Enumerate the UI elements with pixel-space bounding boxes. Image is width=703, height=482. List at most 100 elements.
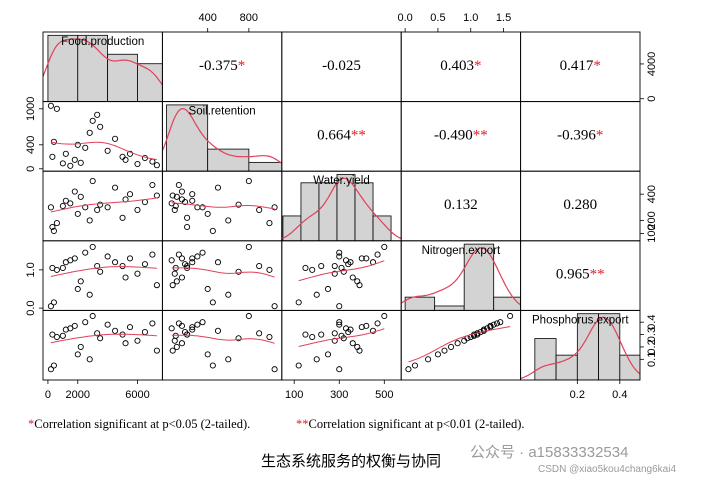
scatter-point bbox=[266, 220, 273, 227]
scatter-point bbox=[209, 299, 216, 306]
scatter-point bbox=[53, 105, 60, 112]
scatter-point bbox=[112, 135, 119, 142]
correlation-value: 0.965 bbox=[556, 267, 590, 283]
scatter-point bbox=[175, 251, 182, 258]
hist-bar bbox=[318, 182, 338, 241]
hist-bar bbox=[372, 215, 392, 241]
scatter-point bbox=[82, 319, 89, 326]
scatter-point bbox=[225, 291, 232, 298]
scatter-point bbox=[134, 206, 141, 213]
variable-label: Phosphorus.export bbox=[532, 314, 629, 326]
scatter-point bbox=[50, 362, 57, 369]
smooth-line bbox=[50, 333, 157, 344]
correlation-value: 0.664 bbox=[317, 128, 351, 144]
scatter-point bbox=[74, 351, 81, 358]
scatter-point bbox=[47, 204, 54, 211]
scatter-point bbox=[204, 351, 211, 358]
scatter-point bbox=[336, 366, 343, 373]
scatter-point bbox=[171, 206, 178, 213]
scatter-point bbox=[47, 102, 54, 109]
scatter-point bbox=[173, 343, 180, 350]
x-tick-label: 1.0 bbox=[463, 12, 478, 24]
x-tick-label: 0.5 bbox=[430, 12, 445, 24]
scatter-point bbox=[363, 255, 370, 262]
x-tick-label: 400 bbox=[199, 12, 217, 24]
scatter-point bbox=[266, 266, 273, 273]
footnote: **Correlation significant at p<0.01 (2-t… bbox=[296, 417, 525, 431]
smooth-line bbox=[298, 328, 385, 347]
y-tick-label: 1000 bbox=[25, 97, 37, 121]
smooth-line bbox=[171, 334, 275, 344]
scatter-point bbox=[104, 147, 111, 154]
scatter-point bbox=[194, 321, 201, 328]
scatter-point bbox=[122, 156, 129, 163]
scatter-point bbox=[172, 332, 179, 339]
scatter-point bbox=[302, 264, 309, 272]
scatter-point bbox=[141, 261, 148, 268]
panel bbox=[47, 177, 160, 235]
scatter-point bbox=[324, 351, 332, 358]
scatter-point bbox=[168, 325, 175, 332]
footnote-mark: * bbox=[28, 417, 34, 431]
scatter-point bbox=[62, 150, 69, 157]
x-tick-label: 2000 bbox=[66, 389, 90, 401]
footnote-text: Correlation significant at p<0.01 (2-tai… bbox=[309, 417, 525, 431]
hist-bar bbox=[166, 104, 209, 172]
scatter-point bbox=[62, 197, 69, 204]
scatter-point bbox=[173, 278, 180, 285]
density-line bbox=[43, 38, 163, 86]
hist-bar bbox=[47, 34, 79, 102]
scatter-point bbox=[214, 327, 222, 334]
scatter-point bbox=[381, 312, 388, 320]
scatter-point bbox=[324, 285, 332, 293]
significance-mark: * bbox=[238, 58, 246, 74]
density-line bbox=[162, 107, 282, 164]
panel bbox=[295, 243, 388, 310]
scatter-point bbox=[209, 227, 216, 235]
scatter-point bbox=[497, 319, 504, 326]
watermark: 公众号 · a15833332534 bbox=[470, 444, 628, 461]
y-tick-label: 4000 bbox=[646, 52, 658, 76]
smooth-line bbox=[50, 141, 157, 161]
scatter-point bbox=[149, 251, 156, 258]
footnote-mark: ** bbox=[296, 417, 309, 431]
scatter-point bbox=[266, 333, 273, 341]
scatter-point bbox=[97, 268, 104, 275]
scatter-point bbox=[126, 150, 134, 157]
significance-mark: ** bbox=[351, 128, 366, 144]
scatter-point bbox=[171, 270, 178, 277]
watermark: CSDN @xiao5kou4chang6kai4 bbox=[538, 464, 676, 475]
correlation: 0.132 bbox=[444, 197, 478, 213]
scatter-point bbox=[425, 356, 432, 363]
scatter-point bbox=[71, 188, 78, 195]
scatter-point bbox=[507, 312, 514, 320]
scatter-point bbox=[134, 270, 141, 277]
variable-label: Water.yield bbox=[313, 175, 369, 187]
correlation-value: -0.375 bbox=[199, 58, 238, 74]
hist-bar bbox=[534, 338, 557, 380]
scatter-point bbox=[119, 214, 126, 221]
scatter-point bbox=[245, 312, 252, 320]
scatter-point bbox=[86, 356, 93, 363]
panel bbox=[168, 243, 278, 310]
y-tick-label: 400 bbox=[646, 185, 658, 203]
x-tick-label: 0 bbox=[45, 389, 51, 401]
scatter-point bbox=[199, 319, 206, 326]
scatter-point bbox=[256, 330, 263, 337]
scatter-point bbox=[434, 351, 441, 358]
scatter-point bbox=[89, 117, 96, 124]
scatter-point bbox=[189, 326, 196, 333]
scatter-point bbox=[53, 220, 60, 227]
panel bbox=[47, 243, 160, 310]
scatter-point bbox=[181, 199, 189, 206]
panel bbox=[401, 243, 521, 311]
scatter-point bbox=[470, 332, 478, 339]
scatter-point bbox=[112, 327, 119, 334]
scatter-point bbox=[104, 204, 111, 211]
x-tick-label: 100 bbox=[285, 389, 303, 401]
scatter-point bbox=[49, 153, 56, 160]
scatter-point bbox=[349, 340, 356, 347]
scatter-point bbox=[295, 362, 302, 369]
scatter-point bbox=[356, 282, 363, 289]
scatter-point bbox=[204, 210, 211, 217]
